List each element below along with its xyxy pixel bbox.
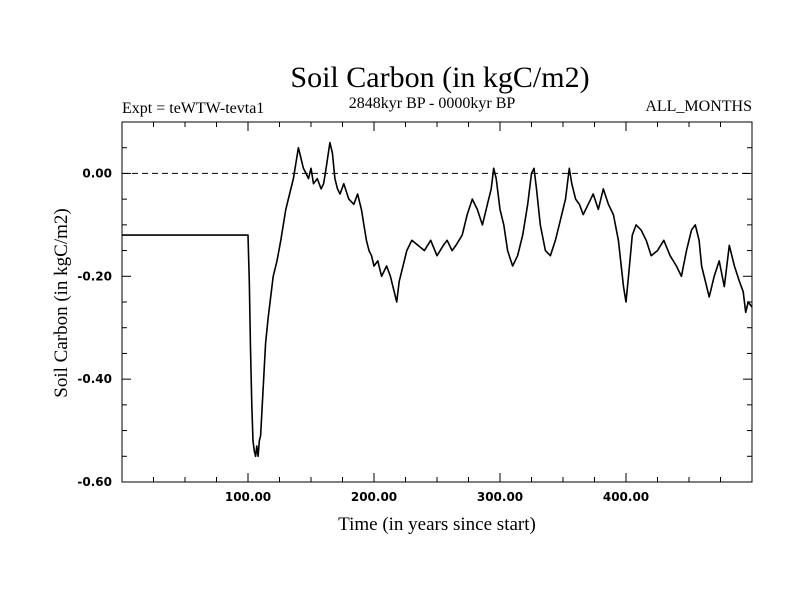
x-tick-label: 400.00	[603, 490, 649, 504]
y-axis-ticks: 0.00 -0.20 -0.40 -0.60	[77, 121, 752, 489]
chart-subtitle-right: ALL_MONTHS	[645, 98, 752, 115]
plot-area	[121, 121, 753, 483]
x-tick-label: 300.00	[477, 490, 523, 504]
y-axis-label: Soil Carbon (in kgC/m2)	[51, 208, 72, 397]
x-axis-ticks: 100.00 200.00 300.00 400.00	[153, 122, 721, 504]
series-line-soil-carbon	[122, 141, 753, 458]
x-tick-label: 200.00	[351, 490, 397, 504]
chart-title: Soil Carbon (in kgC/m2)	[290, 61, 589, 94]
x-tick-label: 100.00	[225, 490, 271, 504]
y-tick-label: -0.40	[77, 372, 112, 386]
plot-frame	[121, 121, 753, 483]
y-tick-label: 0.00	[82, 166, 112, 180]
chart-subtitle-center: 2848kyr BP - 0000kyr BP	[349, 95, 516, 112]
y-tick-label: -0.60	[77, 475, 112, 489]
x-axis-label: Time (in years since start)	[338, 514, 536, 535]
y-tick-label: -0.20	[77, 269, 112, 283]
chart-subtitle-left: Expt = teWTW-tevta1	[122, 100, 264, 117]
